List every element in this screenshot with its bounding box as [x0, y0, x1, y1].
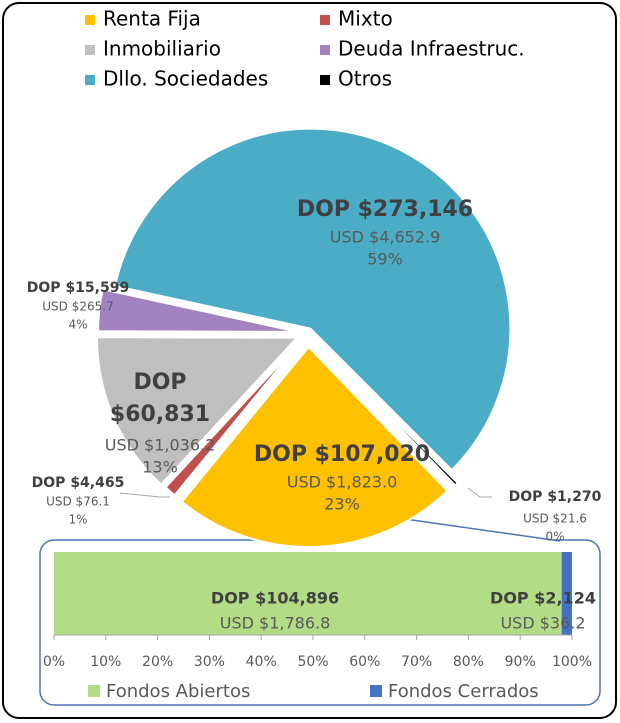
x-tick-label: 30% — [194, 654, 225, 670]
slice-usd-label: USD $21.6 — [523, 512, 587, 526]
x-tick-label: 90% — [505, 654, 536, 670]
legend-label: Inmobiliario — [103, 37, 221, 61]
x-tick-label: 50% — [297, 654, 328, 670]
x-tick-label: 70% — [401, 654, 432, 670]
x-tick-label: 100% — [552, 654, 592, 670]
legend-swatch — [88, 685, 100, 697]
slice-value-label: DOP $1,270 — [509, 489, 602, 505]
legend-swatch — [85, 75, 95, 85]
legend-label: Fondos Abiertos — [106, 681, 250, 702]
pie-slice — [113, 127, 512, 472]
legend-swatch — [320, 75, 330, 85]
x-tick-label: 20% — [142, 654, 173, 670]
slice-value-label: DOP $273,146 — [297, 197, 473, 222]
segment-value-label: DOP $104,896 — [211, 589, 339, 608]
bar-segment — [54, 552, 562, 635]
x-tick-label: 0% — [43, 654, 65, 670]
bar-segment — [561, 552, 572, 635]
slice-value-label: DOP $60,831 — [109, 370, 211, 427]
x-tick-label: 80% — [453, 654, 484, 670]
slice-usd-label: USD $76.1 — [46, 495, 110, 509]
slice-value-label: DOP $4,465 — [32, 475, 125, 491]
legend-swatch — [85, 15, 95, 25]
x-tick-label: 40% — [246, 654, 277, 670]
pie-slice — [315, 340, 460, 487]
pie-slice — [180, 345, 449, 548]
x-tick-label: 10% — [90, 654, 121, 670]
legend-label: Fondos Cerrados — [388, 681, 539, 702]
slice-percent-label: 23% — [324, 495, 360, 514]
pie-slice — [95, 336, 300, 486]
segment-usd-label: USD $1,786.8 — [220, 614, 331, 633]
legend-label: Otros — [338, 67, 392, 91]
slice-value-label: DOP $15,599 — [27, 280, 129, 296]
pie-slice — [164, 339, 303, 497]
pie-slice — [97, 288, 299, 333]
legend-label: Mixto — [338, 7, 393, 31]
legend-swatch — [320, 15, 330, 25]
slice-value-label: DOP $107,020 — [254, 442, 430, 467]
legend-label: Renta Fija — [103, 7, 201, 31]
legend-swatch — [85, 45, 95, 55]
legend-label: Dllo. Sociedades — [103, 67, 268, 91]
legend-swatch — [370, 685, 382, 697]
slice-usd-label: USD $1,823.0 — [287, 473, 398, 492]
slice-percent-label: 4% — [68, 318, 87, 332]
slice-usd-label: USD $4,652.9 — [330, 228, 441, 247]
segment-value-label: DOP $2,124 — [490, 589, 596, 608]
slice-usd-label: USD $1,036.2 — [105, 436, 216, 455]
leader-line — [467, 487, 492, 498]
slice-usd-label: USD $265.7 — [42, 300, 113, 314]
slice-percent-label: 13% — [142, 458, 178, 477]
legend-label: Deuda Infraestruc. — [338, 37, 525, 61]
slice-percent-label: 59% — [367, 250, 403, 269]
leader-line — [119, 492, 170, 498]
legend-swatch — [320, 45, 330, 55]
x-tick-label: 60% — [349, 654, 380, 670]
slice-percent-label: 1% — [68, 513, 87, 527]
segment-usd-label: USD $36.2 — [500, 614, 585, 633]
slice-percent-label: 0% — [545, 530, 564, 544]
